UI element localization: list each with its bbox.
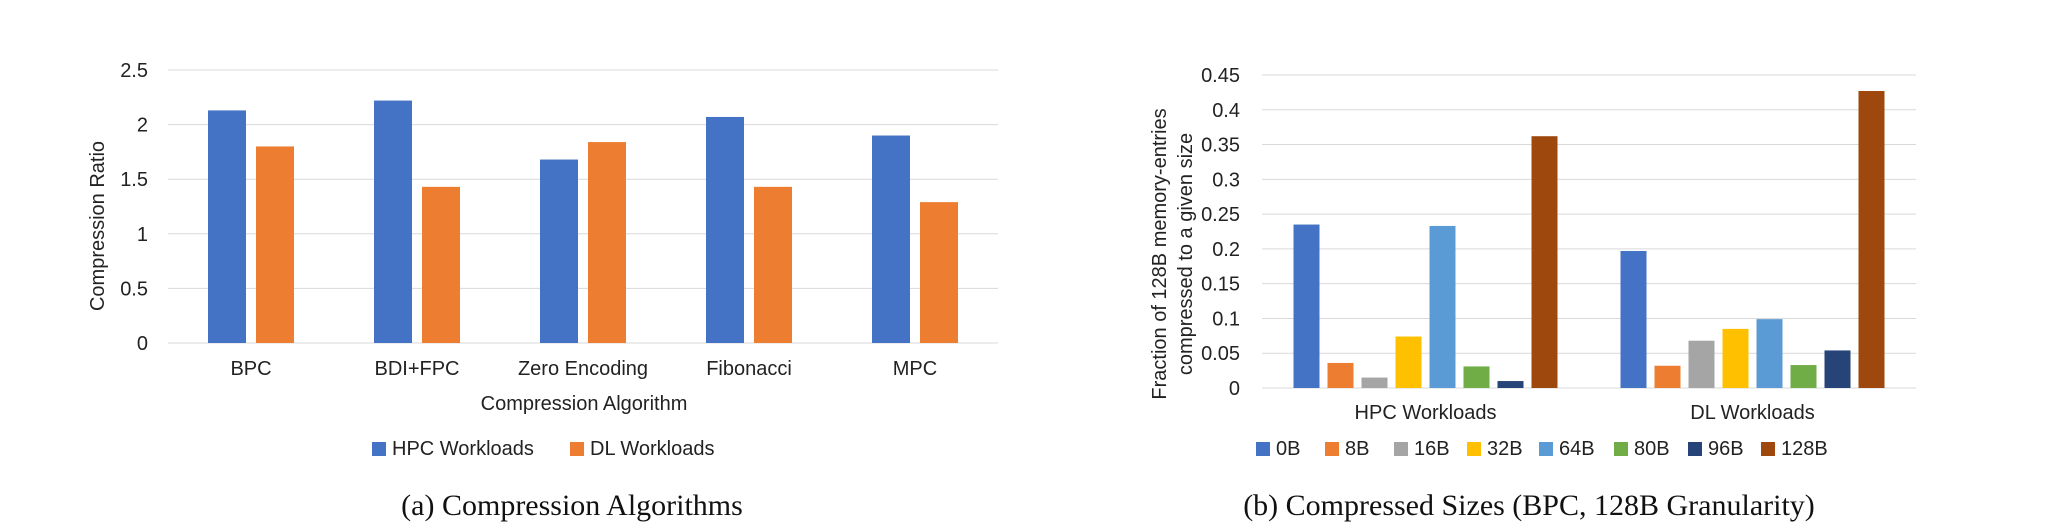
legend-swatch bbox=[1614, 442, 1628, 456]
y-tick-label: 2 bbox=[137, 115, 148, 137]
legend-swatch bbox=[1394, 442, 1408, 456]
x-tick-label: DL Workloads bbox=[1690, 402, 1815, 424]
x-tick-label: Fibonacci bbox=[706, 358, 792, 380]
chart-a-y-tick-labels: 0 0.5 1 1.5 2 2.5 bbox=[120, 60, 148, 355]
y-tick-label: 0 bbox=[1229, 378, 1240, 400]
legend-label: 16B bbox=[1414, 438, 1450, 460]
x-tick-label: BDI+FPC bbox=[374, 358, 459, 380]
bar-80b-dl-workloads bbox=[1790, 365, 1817, 388]
y-tick-label: 0.4 bbox=[1212, 100, 1240, 122]
y-tick-label: 2.5 bbox=[120, 60, 148, 82]
x-tick-label: Zero Encoding bbox=[518, 358, 648, 380]
legend-label: 8B bbox=[1345, 438, 1369, 460]
chart-compressed-sizes: 0 0.05 0.1 0.15 0.2 0.25 0.3 0.35 0.4 0.45 HPC Wo… bbox=[1149, 65, 1916, 522]
y-tick-label: 0.45 bbox=[1201, 65, 1240, 87]
bar-32b-dl-workloads bbox=[1722, 328, 1749, 388]
bar-8b-dl-workloads bbox=[1654, 365, 1681, 388]
y-tick-label: 0.2 bbox=[1212, 239, 1240, 261]
chart-compression-algorithms: 0 0.5 1 1.5 2 2.5 BPC BDI+FPC Zero Encoding Fibo… bbox=[87, 60, 998, 522]
bar-hpc-workloads-zero-encoding bbox=[540, 159, 578, 343]
y-tick-label: 0 bbox=[137, 333, 148, 355]
bar-64b-dl-workloads bbox=[1756, 319, 1783, 388]
bar-64b-hpc-workloads bbox=[1429, 225, 1456, 388]
bar-hpc-workloads-bpc bbox=[208, 110, 246, 344]
bar-96b-hpc-workloads bbox=[1497, 381, 1524, 388]
legend-swatch bbox=[1761, 442, 1775, 456]
chart-a-y-axis-title: Compression Ratio bbox=[87, 141, 109, 311]
bar-128b-hpc-workloads bbox=[1531, 136, 1558, 388]
bar-dl-workloads-bpc bbox=[256, 146, 294, 343]
chart-a-x-tick-labels: BPC BDI+FPC Zero Encoding Fibonacci MPC bbox=[230, 358, 937, 380]
y-tick-label: 0.3 bbox=[1212, 169, 1240, 191]
bar-dl-workloads-mpc bbox=[920, 202, 958, 343]
legend-swatch bbox=[570, 442, 584, 456]
bar-dl-workloads-zero-encoding bbox=[588, 142, 626, 343]
bar-dl-workloads-bdi-fpc bbox=[422, 186, 460, 343]
chart-b-y-axis-title-line-2: compressed to a given size bbox=[1175, 133, 1197, 375]
chart-a-bars bbox=[208, 100, 958, 344]
bar-80b-hpc-workloads bbox=[1463, 366, 1490, 388]
y-tick-label: 1 bbox=[137, 224, 148, 246]
legend-swatch bbox=[1256, 442, 1270, 456]
chart-b-gridlines bbox=[1262, 74, 1916, 389]
bar-0b-dl-workloads bbox=[1620, 250, 1647, 388]
bar-hpc-workloads-mpc bbox=[872, 135, 910, 343]
bar-dl-workloads-fibonacci bbox=[754, 186, 792, 343]
legend-label: 64B bbox=[1559, 438, 1595, 460]
chart-a-gridlines bbox=[168, 69, 998, 344]
y-tick-label: 0.15 bbox=[1201, 274, 1240, 296]
x-tick-label: BPC bbox=[230, 358, 271, 380]
bar-8b-hpc-workloads bbox=[1327, 362, 1354, 388]
legend-swatch bbox=[1325, 442, 1339, 456]
y-tick-label: 0.1 bbox=[1212, 308, 1240, 330]
legend-swatch bbox=[1688, 442, 1702, 456]
legend-label: 80B bbox=[1634, 438, 1670, 460]
legend-label: 96B bbox=[1708, 438, 1744, 460]
bar-16b-dl-workloads bbox=[1688, 340, 1715, 388]
y-tick-label: 0.35 bbox=[1201, 135, 1240, 157]
bar-hpc-workloads-fibonacci bbox=[706, 116, 744, 344]
bar-16b-hpc-workloads bbox=[1361, 377, 1388, 388]
chart-a-caption: (a) Compression Algorithms bbox=[401, 489, 743, 522]
legend-label: DL Workloads bbox=[590, 438, 715, 460]
chart-b-x-tick-labels: HPC Workloads DL Workloads bbox=[1355, 402, 1815, 424]
chart-a-x-axis-title: Compression Algorithm bbox=[481, 393, 688, 415]
chart-b-y-axis-title-line-1: Fraction of 128B memory-entries bbox=[1149, 108, 1171, 399]
bar-128b-dl-workloads bbox=[1858, 90, 1885, 389]
chart-b-legend: 0B 8B 16B 32B 64B 80B 96B 128B bbox=[1256, 438, 1828, 460]
legend-label: HPC Workloads bbox=[392, 438, 534, 460]
legend-swatch bbox=[372, 442, 386, 456]
x-tick-label: HPC Workloads bbox=[1355, 402, 1497, 424]
legend-label: 32B bbox=[1487, 438, 1523, 460]
y-tick-label: 1.5 bbox=[120, 169, 148, 191]
chart-b-y-tick-labels: 0 0.05 0.1 0.15 0.2 0.25 0.3 0.35 0.4 0.45 bbox=[1201, 65, 1240, 400]
bar-96b-dl-workloads bbox=[1824, 350, 1851, 388]
legend-swatch bbox=[1467, 442, 1481, 456]
chart-b-bars bbox=[1293, 90, 1885, 389]
x-tick-label: MPC bbox=[893, 358, 937, 380]
legend-label: 0B bbox=[1276, 438, 1300, 460]
legend-label: 128B bbox=[1781, 438, 1828, 460]
chart-b-y-axis-title: Fraction of 128B memory-entries compress… bbox=[1149, 108, 1197, 399]
chart-b-caption: (b) Compressed Sizes (BPC, 128B Granular… bbox=[1243, 489, 1815, 522]
bar-32b-hpc-workloads bbox=[1395, 336, 1422, 388]
bar-hpc-workloads-bdi-fpc bbox=[374, 100, 412, 344]
y-tick-label: 0.05 bbox=[1201, 343, 1240, 365]
legend-swatch bbox=[1539, 442, 1553, 456]
y-tick-label: 0.25 bbox=[1201, 204, 1240, 226]
chart-a-legend: HPC Workloads DL Workloads bbox=[372, 438, 715, 460]
bar-0b-hpc-workloads bbox=[1293, 224, 1320, 388]
y-tick-label: 0.5 bbox=[120, 278, 148, 300]
